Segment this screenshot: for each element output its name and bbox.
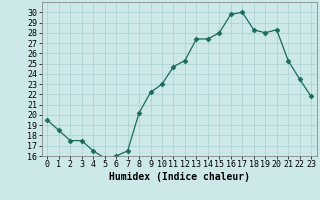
X-axis label: Humidex (Indice chaleur): Humidex (Indice chaleur) [109,172,250,182]
